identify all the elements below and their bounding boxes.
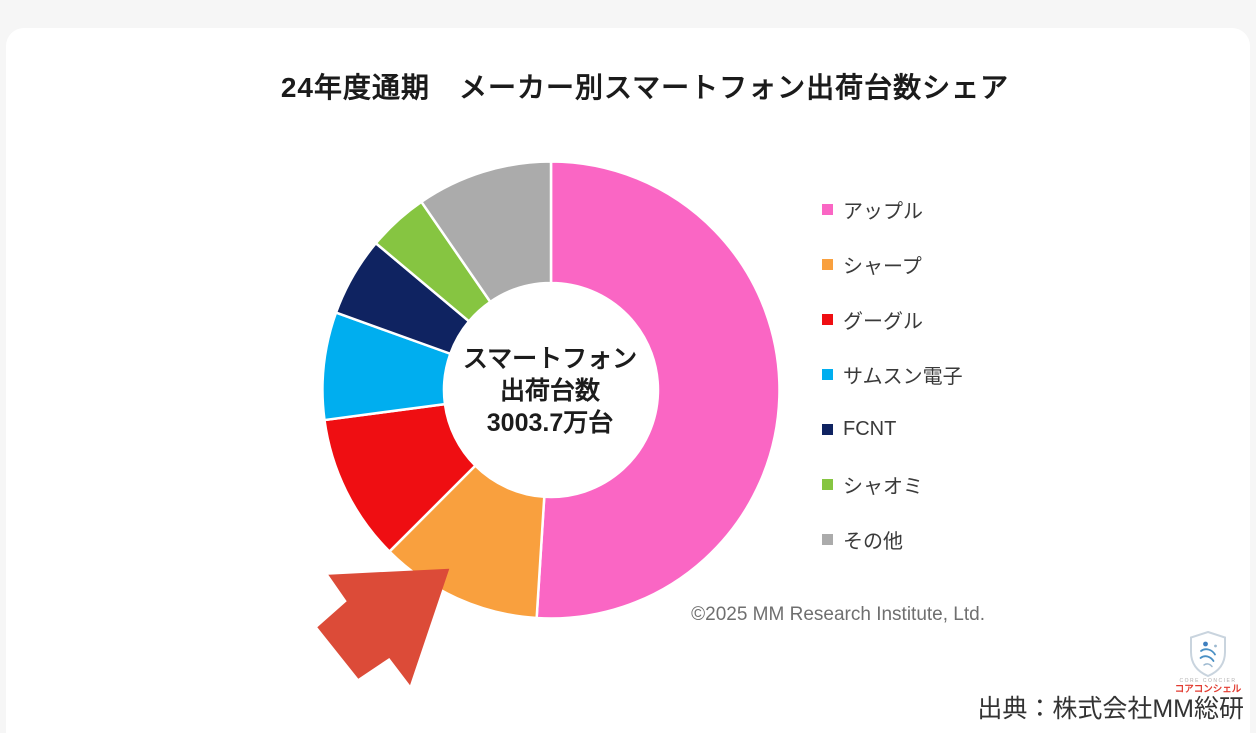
legend-label: シャオミ (843, 475, 923, 498)
legend-label: FCNT (843, 417, 897, 440)
legend-item-シャープ: シャープ (822, 252, 963, 278)
copyright-note: ©2025 MM Research Institute, Ltd. (691, 604, 985, 625)
legend-item-シャオミ: シャオミ (822, 472, 963, 498)
legend-swatch-icon (822, 533, 833, 545)
shield-logo-icon (1190, 631, 1226, 677)
watermark-logo: CORE CONCIER コアコンシェル (1170, 631, 1246, 695)
legend-item-FCNT: FCNT (822, 417, 963, 441)
legend-item-その他: その他 (822, 527, 963, 553)
legend-swatch-icon (822, 423, 833, 435)
legend-label: アップル (843, 200, 923, 223)
legend-label: グーグル (843, 310, 923, 333)
legend-label: サムスン電子 (843, 365, 963, 388)
center-label-line1: スマートフォン (462, 345, 638, 373)
legend-label: シャープ (843, 255, 922, 278)
chart-title: 24年度通期 メーカー別スマートフォン出荷台数シェア (280, 72, 1010, 103)
source-attribution: 出典：株式会社MM総研 (977, 695, 1244, 723)
content-panel (6, 28, 1250, 733)
legend-swatch-icon (822, 478, 833, 490)
legend-swatch-icon (822, 368, 833, 380)
arrow-annotation (317, 568, 450, 686)
donut-center-label: スマートフォン 出荷台数 3003.7万台 (463, 343, 637, 439)
chart-legend: アップル シャープ グーグル サムスン電子 FCNT シャオミ その他 (822, 197, 963, 582)
legend-label: その他 (843, 530, 903, 553)
logo-caption-en: CORE CONCIER (1179, 678, 1237, 684)
donut-chart (321, 160, 781, 620)
legend-swatch-icon (822, 258, 833, 270)
center-label-line3: 3003.7万台 (486, 409, 614, 437)
legend-swatch-icon (822, 313, 833, 325)
legend-item-サムスン電子: サムスン電子 (822, 362, 963, 388)
red-arrow-icon (317, 568, 450, 686)
donut-segment-その他 (420, 160, 553, 304)
donut-segment-アップル (535, 160, 781, 620)
legend-item-アップル: アップル (822, 197, 963, 223)
legend-swatch-icon (822, 203, 833, 215)
logo-caption-ja: コアコンシェル (1174, 684, 1242, 695)
legend-item-グーグル: グーグル (822, 307, 963, 333)
center-label-line2: 出荷台数 (499, 377, 601, 405)
